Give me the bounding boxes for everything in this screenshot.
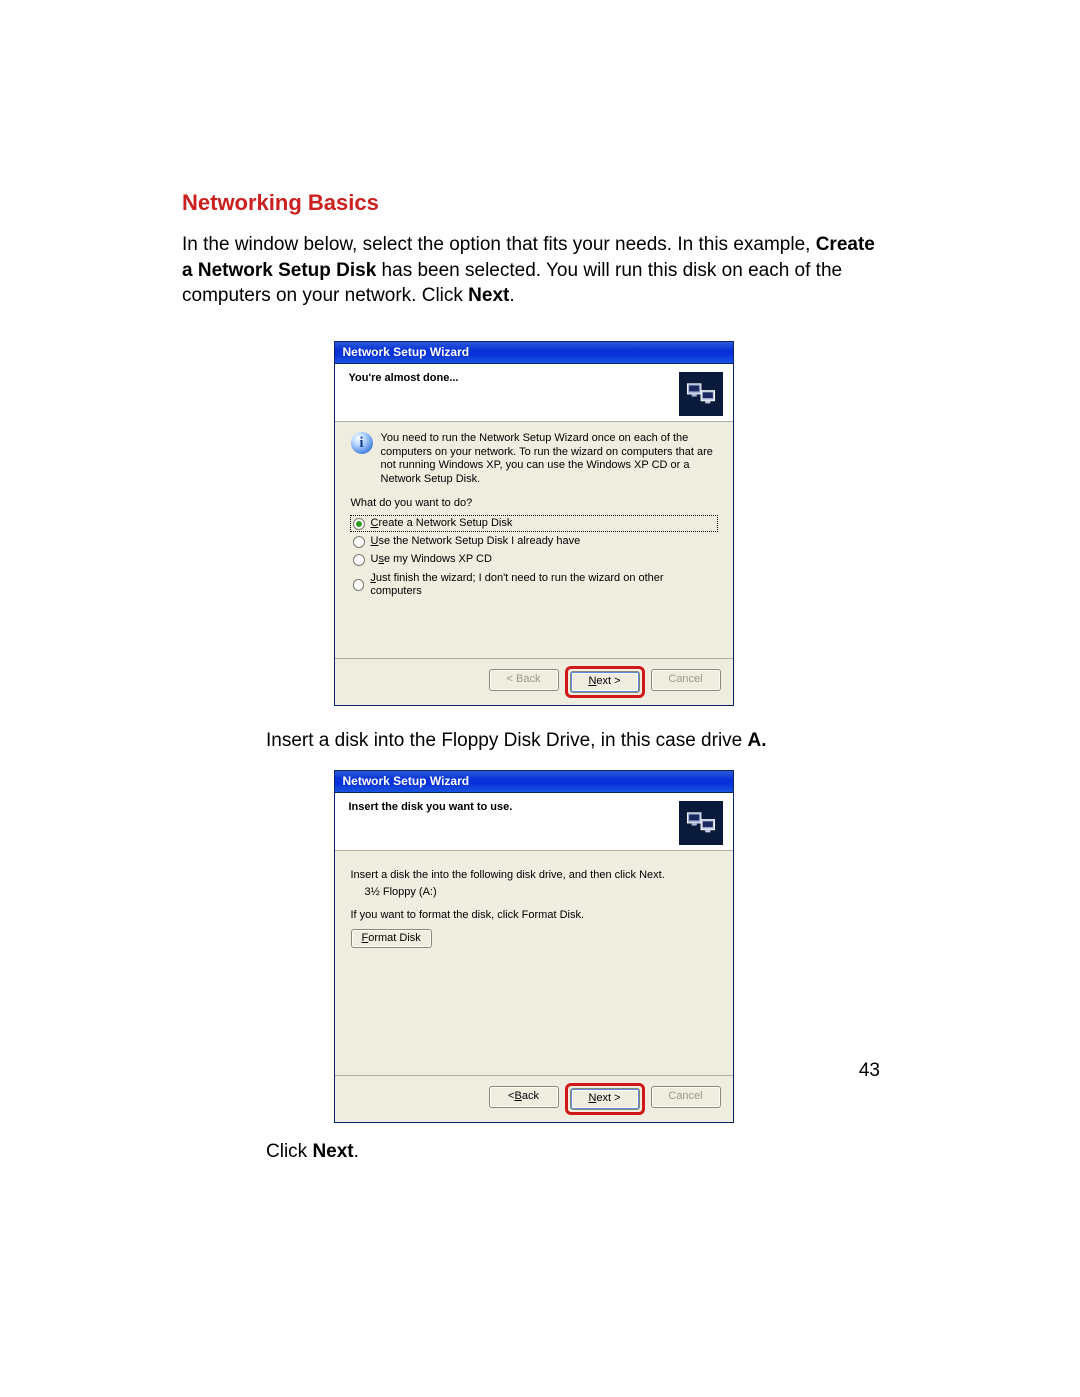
next-button[interactable]: Next >	[570, 671, 640, 693]
radio-option-just-finish[interactable]: Just finish the wizard; I don't need to …	[351, 571, 717, 599]
next-button[interactable]: Next >	[570, 1088, 640, 1110]
titlebar: Network Setup Wizard	[335, 342, 733, 364]
wizard-window-2: Network Setup Wizard Insert the disk you…	[334, 770, 734, 1123]
button-bar: < Back Next > Cancel	[335, 1075, 733, 1122]
cancel-button[interactable]: Cancel	[651, 1086, 721, 1108]
cancel-button[interactable]: Cancel	[651, 669, 721, 691]
page-number: 43	[859, 1060, 880, 1082]
wizard-window-1: Network Setup Wizard You're almost done.…	[334, 341, 734, 706]
radio-option-create-disk[interactable]: Create a Network Setup Disk	[351, 516, 717, 531]
wizard-header: Insert the disk you want to use.	[335, 793, 733, 851]
network-computers-icon	[679, 801, 723, 845]
radio-label: Just finish the wizard; I don't need to …	[370, 572, 714, 598]
final-instruction: Click Next.	[266, 1141, 885, 1163]
next-button-highlight: Next >	[565, 666, 645, 698]
intro-paragraph: In the window below, select the option t…	[182, 232, 885, 309]
insert-disk-instruction: Insert a disk the into the following dis…	[351, 869, 717, 882]
radio-icon	[353, 518, 365, 530]
next-button-highlight: Next >	[565, 1083, 645, 1115]
wizard-header-title: Insert the disk you want to use.	[349, 801, 513, 814]
prompt-text: What do you want to do?	[351, 497, 717, 510]
wizard-header: You're almost done...	[335, 364, 733, 422]
wizard-content: i You need to run the Network Setup Wiza…	[335, 422, 733, 658]
info-icon: i	[351, 432, 373, 454]
button-bar: < Back Next > Cancel	[335, 658, 733, 705]
format-disk-button[interactable]: Format Disk	[351, 929, 432, 948]
section-heading: Networking Basics	[182, 190, 885, 216]
radio-icon	[353, 536, 365, 548]
wizard-content: Insert a disk the into the following dis…	[335, 851, 733, 1075]
radio-option-use-xp-cd[interactable]: Use my Windows XP CD	[351, 552, 717, 567]
info-text: You need to run the Network Setup Wizard…	[381, 432, 717, 487]
format-instruction: If you want to format the disk, click Fo…	[351, 909, 717, 922]
back-button[interactable]: < Back	[489, 669, 559, 691]
radio-option-use-existing-disk[interactable]: Use the Network Setup Disk I already hav…	[351, 534, 717, 549]
radio-label: Create a Network Setup Disk	[371, 517, 513, 530]
radio-icon	[353, 554, 365, 566]
wizard-header-title: You're almost done...	[349, 372, 459, 385]
back-button[interactable]: < Back	[489, 1086, 559, 1108]
titlebar: Network Setup Wizard	[335, 771, 733, 793]
radio-icon	[353, 579, 365, 591]
drive-label: 3½ Floppy (A:)	[365, 886, 717, 899]
radio-label: Use the Network Setup Disk I already hav…	[371, 535, 581, 548]
intermission-text: Insert a disk into the Floppy Disk Drive…	[266, 730, 885, 752]
network-computers-icon	[679, 372, 723, 416]
radio-label: Use my Windows XP CD	[371, 553, 492, 566]
